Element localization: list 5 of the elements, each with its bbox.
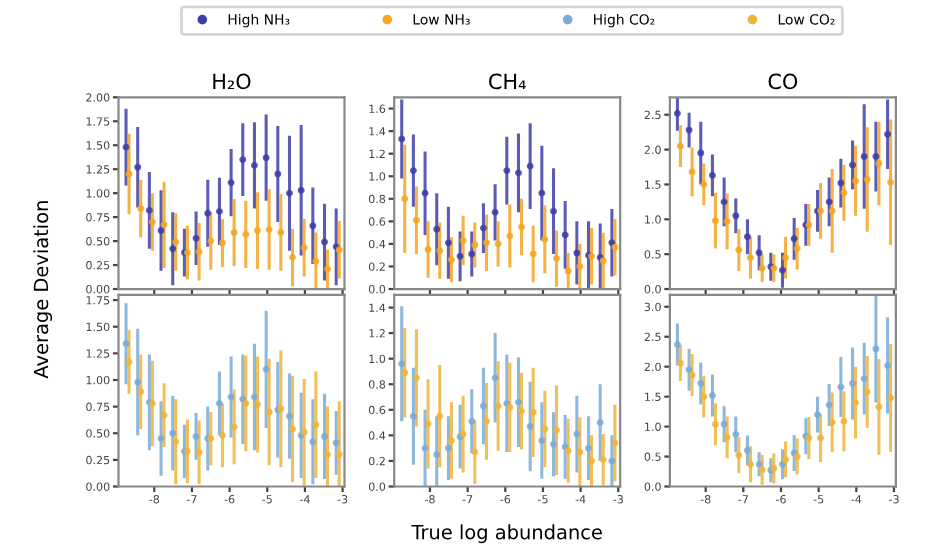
x-axis-title: True log abundance	[411, 524, 602, 544]
chart-title: CO	[768, 73, 798, 90]
chart-title: CH₄	[489, 73, 526, 90]
y-axis-title: Average Deviation	[33, 201, 53, 379]
chart-title: H₂O	[213, 73, 251, 90]
